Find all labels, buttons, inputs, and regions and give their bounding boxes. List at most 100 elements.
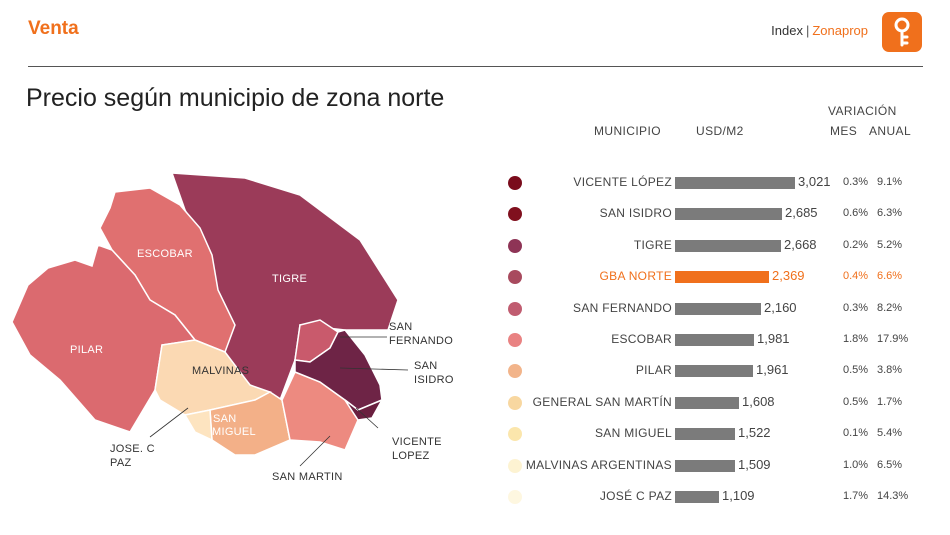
- category-label: TIGRE: [633, 237, 672, 252]
- leader-san-martin: [299, 435, 331, 467]
- variacion-mes: 1.8%: [843, 333, 869, 345]
- bar: [675, 396, 739, 409]
- legend-dot: [508, 458, 522, 473]
- variacion-anual: 3.8%: [877, 364, 903, 377]
- variacion-anual: 17.9%: [877, 333, 909, 345]
- variacion-anual: 5.2%: [877, 238, 903, 251]
- category-label: GBA NORTE: [599, 269, 672, 284]
- variacion-anual: 1.7%: [877, 395, 903, 408]
- brand-index: Index: [771, 23, 803, 38]
- legend-dot: [508, 427, 522, 442]
- legend-dot: [508, 238, 522, 253]
- bar: [675, 428, 735, 441]
- variacion-mes: 0.4%: [843, 270, 869, 283]
- value-label: 2,685: [785, 205, 818, 221]
- map-label-san-fernando-1: SAN: [389, 321, 413, 333]
- category-label: GENERAL SAN MARTÍN: [532, 394, 672, 409]
- bar: [675, 334, 754, 346]
- section-title: Venta: [28, 18, 79, 39]
- variacion-mes: 0.3%: [843, 301, 869, 314]
- header-divider: [28, 66, 923, 67]
- map-label-san-miguel-2: MIGUEL: [212, 426, 256, 438]
- category-label: MALVINAS ARGENTINAS: [525, 457, 672, 472]
- value-label: 2,369: [772, 268, 805, 284]
- category-label: VICENTE LÓPEZ: [573, 175, 672, 189]
- leader-san-isidro: [339, 367, 409, 371]
- variacion-anual: 9.1%: [877, 176, 903, 188]
- leader-vicente-lopez: [355, 407, 379, 429]
- category-label: SAN FERNANDO: [573, 300, 672, 315]
- category-label: JOSÉ C PAZ: [599, 489, 672, 503]
- map-label-tigre: TIGRE: [272, 273, 307, 285]
- variacion-anual: 6.3%: [877, 207, 903, 220]
- map-label-san-martin: SAN MARTIN: [272, 471, 343, 483]
- value-label: 1,522: [738, 425, 771, 441]
- legend-dot: [508, 176, 522, 190]
- category-label: SAN MIGUEL: [594, 426, 672, 441]
- legend-dot: [508, 333, 522, 347]
- value-label: 2,668: [784, 236, 817, 252]
- variacion-mes: 0.3%: [843, 176, 869, 188]
- bar: [675, 365, 753, 378]
- map-label-vicente-lopez-1: VICENTE: [392, 436, 442, 448]
- variacion-header: VARIACIÓN: [828, 104, 897, 118]
- map-label-san-isidro-1: SAN: [414, 360, 438, 372]
- map-label-malvinas: MALVINAS: [192, 365, 249, 377]
- variacion-mes: 0.5%: [843, 395, 869, 408]
- category-label: SAN ISIDRO: [599, 206, 672, 221]
- variacion-anual: 14.3%: [877, 490, 909, 502]
- anual-header: ANUAL: [869, 124, 912, 138]
- value-label: 1,981: [757, 331, 790, 346]
- leader-jose-c-paz: [149, 407, 189, 438]
- variacion-mes: 1.7%: [843, 490, 869, 502]
- category-label: PILAR: [635, 363, 672, 378]
- bar: [675, 208, 782, 221]
- map-region-jose-c-paz: [183, 409, 213, 442]
- map-label-san-isidro-2: ISIDRO: [414, 374, 454, 386]
- category-label: ESCOBAR: [611, 332, 672, 346]
- map-label-jose-c-paz-1: JOSE. C: [110, 443, 155, 455]
- municipio-header: MUNICIPIO: [594, 124, 661, 138]
- map-region-san-isidro: [294, 329, 383, 411]
- brand-separator: |: [805, 23, 810, 38]
- map-label-pilar: PILAR: [70, 344, 103, 356]
- map-label-jose-c-paz-2: PAZ: [110, 457, 131, 469]
- value-label: 3,021: [798, 174, 831, 189]
- map-label-san-fernando-2: FERNANDO: [389, 335, 453, 347]
- variacion-anual: 6.5%: [877, 458, 903, 471]
- variacion-anual: 5.4%: [877, 427, 903, 440]
- brand-text: Index | Zonaprop: [771, 23, 868, 38]
- chart-title: Precio según municipio de zona norte: [26, 84, 445, 112]
- bar: [675, 302, 761, 315]
- variacion-anual: 8.2%: [877, 301, 903, 314]
- value-label: 1,608: [742, 393, 775, 409]
- bar: [675, 271, 769, 284]
- map-label-vicente-lopez-2: LOPEZ: [392, 450, 430, 462]
- usd-m2-header: USD/M2: [696, 124, 744, 138]
- bar: [675, 177, 795, 189]
- value-label: 2,160: [764, 299, 797, 315]
- bar: [675, 459, 735, 472]
- mes-header: MES: [830, 124, 858, 138]
- variacion-mes: 0.5%: [843, 364, 869, 377]
- variacion-anual: 6.6%: [877, 270, 903, 283]
- variacion-mes: 1.0%: [843, 458, 869, 471]
- map-label-escobar: ESCOBAR: [137, 248, 193, 260]
- bar: [675, 239, 781, 252]
- value-label: 1,961: [756, 362, 789, 378]
- legend-dot: [508, 301, 522, 316]
- map-label-san-miguel-1: SAN: [213, 413, 237, 425]
- variacion-mes: 0.6%: [843, 207, 869, 220]
- legend-dot: [508, 490, 522, 504]
- variacion-mes: 0.1%: [843, 427, 869, 440]
- variacion-mes: 0.2%: [843, 238, 869, 251]
- value-label: 1,509: [738, 456, 771, 472]
- legend-dot: [508, 395, 522, 410]
- brand-name: Zonaprop: [812, 23, 868, 38]
- bar: [675, 491, 719, 503]
- legend-dot: [508, 364, 522, 379]
- zonaprop-logo-icon: [882, 12, 922, 52]
- zona-norte-map: ESCOBAR TIGRE PILAR MALVINAS SAN MIGUEL …: [11, 172, 454, 483]
- value-label: 1,109: [722, 488, 755, 503]
- legend-dot: [508, 270, 522, 285]
